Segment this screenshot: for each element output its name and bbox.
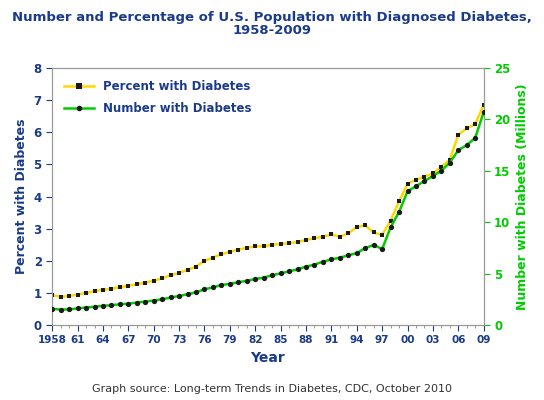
Y-axis label: Percent with Diabetes: Percent with Diabetes: [15, 119, 28, 274]
X-axis label: Year: Year: [251, 351, 285, 365]
Legend: Percent with Diabetes, Number with Diabetes: Percent with Diabetes, Number with Diabe…: [58, 74, 257, 121]
Text: Graph source: Long-term Trends in Diabetes, CDC, October 2010: Graph source: Long-term Trends in Diabet…: [92, 384, 452, 394]
Text: 1958-2009: 1958-2009: [232, 24, 312, 37]
Y-axis label: Number with Diabetes (Millions): Number with Diabetes (Millions): [516, 83, 529, 310]
Text: Number and Percentage of U.S. Population with Diagnosed Diabetes,: Number and Percentage of U.S. Population…: [12, 11, 532, 24]
